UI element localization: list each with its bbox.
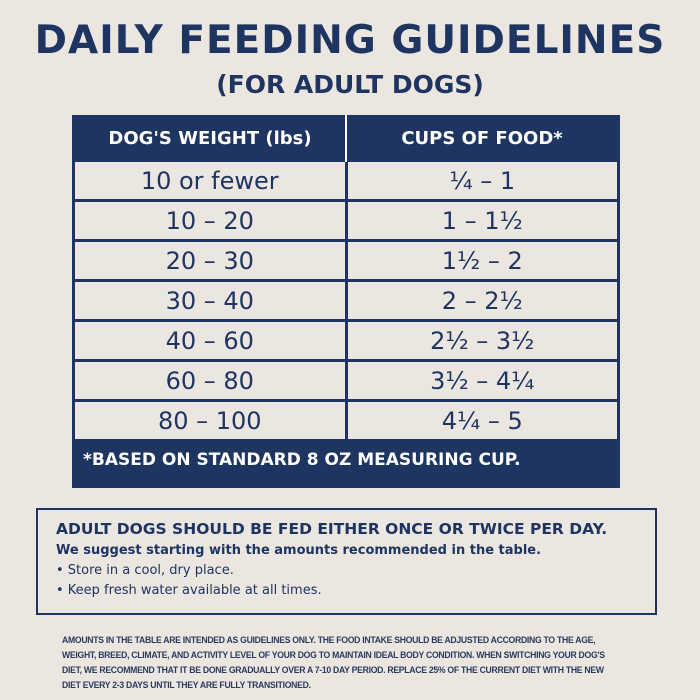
info-bullet: • Keep fresh water available at all time… (56, 583, 322, 598)
weight-cell: 60 – 80 (75, 362, 348, 399)
weight-cell: 30 – 40 (75, 282, 348, 319)
page-subtitle: (FOR ADULT DOGS) (216, 70, 484, 99)
table-header: DOG'S WEIGHT (lbs) CUPS OF FOOD* (75, 115, 617, 162)
table-row: 10 – 20 1 – 1½ (75, 202, 617, 239)
cups-cell: ¼ – 1 (449, 166, 516, 195)
cups-cell: 2½ – 3½ (430, 326, 535, 355)
cups-cell: 1 – 1½ (441, 206, 523, 235)
info-box: ADULT DOGS SHOULD BE FED EITHER ONCE OR … (36, 508, 657, 615)
cups-cell: 2 – 2½ (441, 286, 523, 315)
feeding-table: DOG'S WEIGHT (lbs) CUPS OF FOOD* 10 or f… (72, 115, 620, 488)
table-row: 60 – 80 3½ – 4¼ (75, 362, 617, 399)
table-row: 40 – 60 2½ – 3½ (75, 322, 617, 359)
table-row: 10 or fewer ¼ – 1 (75, 162, 617, 199)
cups-cell: 4¼ – 5 (441, 406, 523, 435)
weight-cell: 10 – 20 (75, 202, 348, 239)
weight-cell: 80 – 100 (75, 402, 348, 439)
weight-cell: 10 or fewer (75, 162, 348, 199)
table-footnote: *BASED ON STANDARD 8 OZ MEASURING CUP. (83, 450, 521, 470)
info-suggestion: We suggest starting with the amounts rec… (56, 543, 542, 558)
weight-cell: 40 – 60 (75, 322, 348, 359)
cups-cell: 1½ – 2 (441, 246, 523, 275)
table-row: 80 – 100 4¼ – 5 (75, 402, 617, 439)
cups-cell: 3½ – 4¼ (430, 366, 535, 395)
info-heading: ADULT DOGS SHOULD BE FED EITHER ONCE OR … (56, 520, 608, 538)
table-row: 30 – 40 2 – 2½ (75, 282, 617, 319)
header-weight: DOG'S WEIGHT (lbs) (75, 115, 347, 162)
table-row: 20 – 30 1½ – 2 (75, 242, 617, 279)
fine-print: AMOUNTS IN THE TABLE ARE INTENDED AS GUI… (62, 635, 605, 690)
info-bullet: • Store in a cool, dry place. (56, 563, 234, 578)
header-cups: CUPS OF FOOD* (401, 128, 563, 149)
page-title: DAILY FEEDING GUIDELINES (34, 18, 666, 63)
weight-cell: 20 – 30 (75, 242, 348, 279)
